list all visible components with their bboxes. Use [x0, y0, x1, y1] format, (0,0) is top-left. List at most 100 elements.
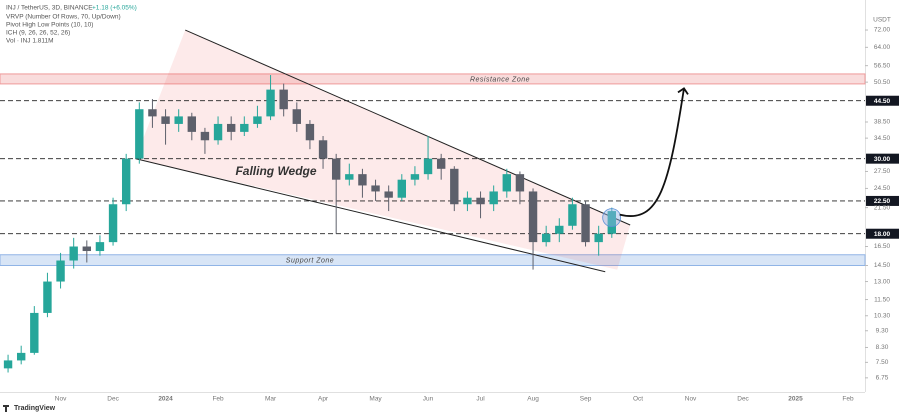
x-tick-label: Oct — [633, 396, 643, 403]
arrow-head — [677, 87, 689, 95]
change: +1.18 (+6.05%) — [92, 5, 137, 12]
level-tag-label: 44.50 — [874, 98, 891, 105]
y-tick-label: 56.50 — [874, 62, 891, 69]
candle-body — [476, 197, 485, 205]
candle-body — [161, 116, 170, 124]
zone — [0, 73, 866, 85]
candle-body — [226, 123, 236, 132]
x-tick-label: Dec — [737, 396, 749, 403]
indicator: ICH (9, 26, 26, 52, 26) — [6, 30, 70, 37]
candle-body — [568, 204, 577, 226]
wedge-label: Falling Wedge — [235, 164, 316, 178]
candle-body — [292, 109, 302, 124]
y-tick-label: 64.00 — [874, 44, 891, 51]
price-marker — [602, 208, 622, 228]
level-tag — [866, 195, 899, 206]
candle-body — [331, 158, 341, 180]
candle-body — [555, 225, 564, 234]
wedge-line — [185, 29, 631, 226]
zone-label: Support Zone — [286, 257, 334, 264]
candle-body — [305, 123, 315, 141]
y-tick-label: 7.50 — [876, 359, 889, 366]
y-tick-label: 24.50 — [874, 185, 891, 192]
indicator: Pivot High Low Points (10, 10) — [6, 22, 93, 29]
projection-arrow — [619, 88, 685, 217]
x-tick-label: Aug — [527, 396, 539, 403]
x-tick-label: Mar — [265, 396, 277, 403]
wedge-area — [135, 30, 631, 270]
candle-body — [82, 246, 92, 252]
y-tick-label: 72.00 — [874, 27, 891, 34]
zone — [0, 254, 866, 266]
candle-body — [410, 174, 420, 180]
y-tick-label: 27.50 — [874, 168, 891, 175]
candle-body — [148, 109, 157, 117]
candle-body — [581, 204, 590, 243]
candle-body — [121, 158, 131, 205]
y-tick-label: 50.50 — [874, 79, 891, 86]
x-tick-label: Apr — [318, 396, 329, 403]
candle-body — [502, 174, 511, 192]
x-tick-label: Feb — [842, 396, 854, 403]
brand-logo — [3, 405, 9, 412]
candle-body — [240, 123, 249, 132]
indicator: VRVP (Number Of Rows, 70, Up/Down) — [6, 14, 121, 21]
level-tag-label: 30.00 — [874, 156, 891, 163]
x-tick-label: Sep — [580, 396, 592, 403]
candle-body — [279, 89, 288, 110]
x-tick-label: May — [369, 396, 382, 403]
x-tick-label: Jul — [476, 396, 485, 403]
candle-body — [16, 352, 26, 361]
candle-body — [187, 116, 197, 132]
candle-body — [371, 185, 380, 192]
candle-body — [56, 260, 65, 282]
y-tick-label: 8.30 — [876, 344, 889, 351]
y-tick-label: 14.50 — [874, 262, 891, 269]
candle-body — [345, 174, 354, 180]
y-tick-label: 16.50 — [874, 243, 891, 250]
y-tick-label: 10.30 — [874, 312, 891, 319]
candle-body — [515, 174, 525, 192]
symbol: INJ / TetherUS, 3D, BINANCE — [6, 5, 93, 12]
candle-body — [266, 89, 275, 117]
y-tick-label: 6.75 — [876, 375, 889, 382]
x-tick-label: Dec — [107, 396, 119, 403]
y-tick-label: 34.50 — [874, 135, 891, 142]
currency: USDT — [873, 17, 891, 24]
x-tick-label: Feb — [212, 396, 224, 403]
x-tick-label: Nov — [55, 396, 67, 403]
level-tag — [866, 95, 899, 106]
brand: TradingView — [14, 405, 56, 412]
candle-body — [358, 174, 367, 186]
candle-body — [253, 116, 262, 124]
candle-body — [607, 211, 616, 234]
candle-body — [30, 312, 39, 353]
candle-body — [397, 179, 407, 198]
candle-body — [200, 131, 210, 141]
candle-body — [489, 191, 498, 205]
y-tick-label: 9.30 — [876, 327, 889, 334]
candle-body — [594, 233, 603, 243]
candle-body — [528, 191, 538, 243]
x-tick-label: Nov — [685, 396, 697, 403]
candle-body — [384, 191, 393, 198]
level-tag-label: 18.00 — [874, 231, 891, 238]
level-tag — [866, 228, 899, 239]
candle-body — [69, 246, 78, 261]
candle-body — [95, 242, 105, 252]
candle-body — [463, 197, 472, 205]
candle-body — [3, 360, 13, 369]
x-tick-label: 2025 — [788, 396, 803, 403]
x-tick-label: 2024 — [158, 396, 173, 403]
candle-body — [174, 116, 183, 124]
candle-body — [213, 123, 223, 141]
x-tick-label: Jun — [423, 396, 434, 403]
candle-body — [450, 168, 459, 205]
candle-body — [135, 109, 144, 159]
candle-body — [541, 233, 551, 243]
candle-body — [423, 158, 433, 175]
y-tick-label: 21.50 — [874, 204, 891, 211]
y-tick-label: 13.00 — [874, 278, 891, 285]
level-tag-label: 22.50 — [874, 198, 891, 205]
